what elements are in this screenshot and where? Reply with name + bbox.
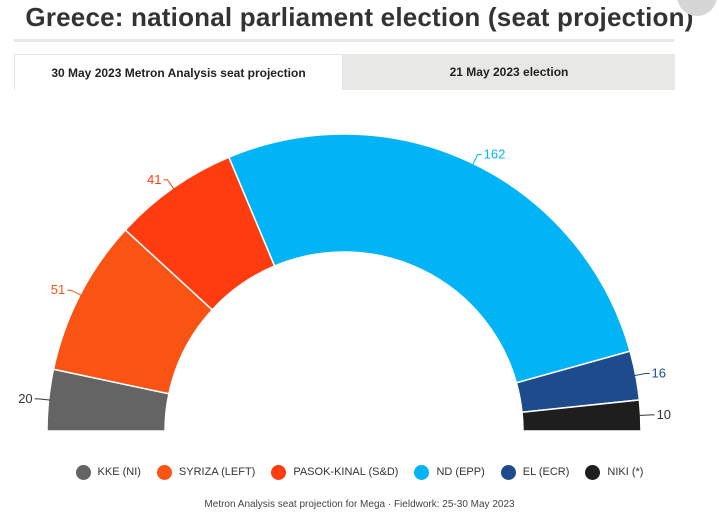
legend-swatch [75,464,91,480]
arc-nd-epp[interactable] [227,133,631,384]
legend-item-syriza-left[interactable]: SYRIZA (LEFT) [156,464,256,480]
legend-item-pasok-kinal-s-d[interactable]: PASOK-KINAL (S&D) [271,464,399,480]
seat-label-pasok-kinal-s-d: 41 [147,172,161,187]
legend-swatch [271,464,287,480]
seat-label-nd-epp: 162 [484,147,506,162]
legend-item-niki[interactable]: NIKI (*) [585,464,644,480]
seat-label-kke-ni: 20 [18,391,32,406]
seat-label-niki: 10 [657,407,671,422]
parliament-chart: 20 51 41 162 16 10 [18,133,671,432]
tab-election-result[interactable]: 21 May 2023 election [343,54,675,90]
legend: KKE (NI) SYRIZA (LEFT) PASOK-KINAL (S&D) ND… [0,462,719,482]
legend-label: ND (EPP) [436,466,485,478]
chart-labels: 20 51 41 162 16 10 [18,147,671,422]
legend-label: NIKI (*) [607,466,644,478]
seat-label-el-ecr: 16 [652,365,666,380]
arc-niki[interactable] [521,399,642,432]
chart-arcs [46,133,642,432]
page-title: Greece: national parliament election (se… [25,2,694,32]
leader-line-el-ecr [633,372,650,377]
seat-label-syriza-left: 51 [51,282,65,297]
leader-line-niki [638,414,655,417]
leader-line-kke-ni [34,398,51,401]
legend-swatch [156,464,172,480]
legend-swatch [585,464,601,480]
legend-label: EL (ECR) [522,466,570,478]
legend-item-nd-epp[interactable]: ND (EPP) [414,464,485,480]
legend-swatch [500,464,516,480]
source-note: Metron Analysis seat projection for Mega… [204,499,515,510]
legend-swatch [414,464,430,480]
tab-bar: 30 May 2023 Metron Analysis seat project… [14,54,675,90]
legend-item-el-ecr[interactable]: EL (ECR) [500,464,570,480]
legend-label: PASOK-KINAL (S&D) [293,466,399,478]
leader-line-syriza-left [67,289,83,297]
legend-item-kke-ni[interactable]: KKE (NI) [75,464,141,480]
menu-button[interactable] [677,0,717,16]
leader-line-pasok-kinal-s-d [163,179,175,190]
legend-label: SYRIZA (LEFT) [178,466,256,478]
title-divider [14,39,674,42]
tab-seat-projection[interactable]: 30 May 2023 Metron Analysis seat project… [14,54,343,90]
legend-label: KKE (NI) [97,466,141,478]
leader-line-nd-epp [471,154,482,166]
